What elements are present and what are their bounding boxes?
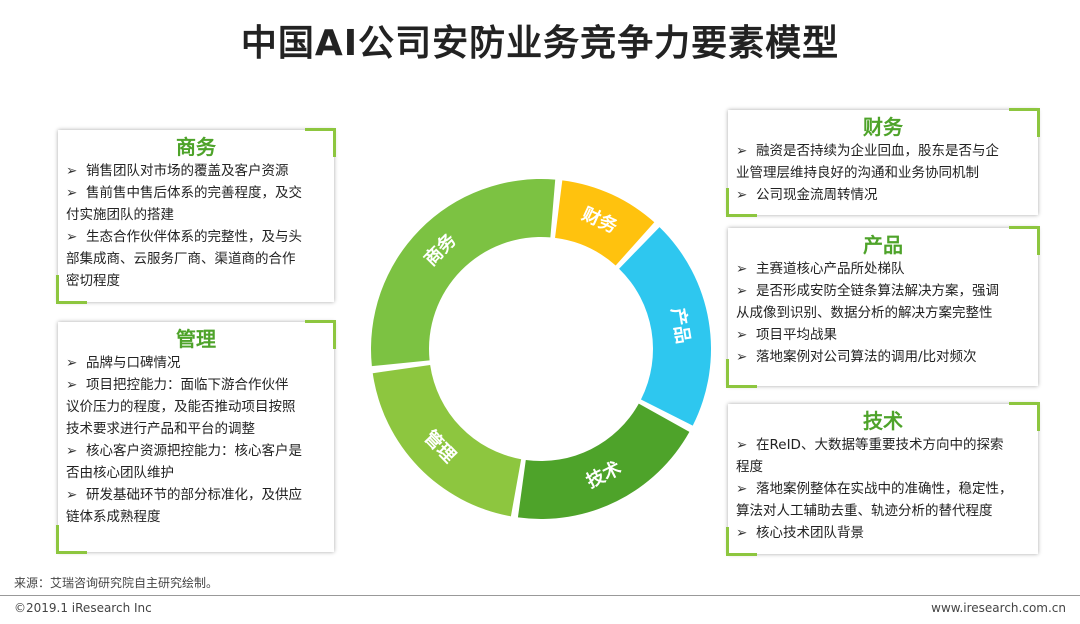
chevron-right-icon: ➢ [736,187,748,203]
donut-segment-2 [619,227,711,426]
corner-accent [1009,108,1040,137]
donut-segment-0 [371,178,556,367]
corner-accent [305,128,336,157]
list-item-cont: 议价压力的程度，及能否推动项目按照 [66,399,296,415]
list-item: ➢ 公司现金流周转情况 [736,184,1030,206]
donut-segment-3 [517,403,690,519]
copyright-text: ©2019.1 iResearch Inc [14,601,152,615]
card-technology-list: ➢ 在ReID、大数据等重要技术方向中的探索 程度 ➢ 落地案例整体在实战中的准确性… [736,434,1030,544]
corner-accent [56,275,87,304]
list-item-cont: 程度 [736,459,763,475]
chevron-right-icon: ➢ [736,261,748,277]
chevron-right-icon: ➢ [736,143,748,159]
list-item: ➢ 落地案例对公司算法的调用/比对频次 [736,346,1030,368]
corner-accent [1009,402,1040,431]
donut-segment-1 [555,180,655,266]
corner-accent [1009,226,1040,255]
card-technology: 技术 ➢ 在ReID、大数据等重要技术方向中的探索 程度 ➢ 落地案例整体在实战中的… [726,402,1040,556]
corner-accent [56,525,87,554]
card-finance-list: ➢ 融资是否持续为企业回血，股东是否与企 业管理层维持良好的沟通和业务协同机制 ➢… [736,140,1030,206]
card-management-list: ➢ 品牌与口碑情况 ➢ 项目把控能力：面临下游合作伙伴 议价压力的程度，及能否推动项… [66,352,326,528]
card-product-list: ➢ 主赛道核心产品所处梯队 ➢ 是否形成安防全链条算法解决方案，强调 从成像到识别、… [736,258,1030,368]
chevron-right-icon: ➢ [66,355,78,371]
card-business: 商务 ➢ 销售团队对市场的覆盖及客户资源 ➢ 售前售中售后体系的完善程度，及交 付实… [56,128,336,304]
list-item-cont: 从成像到识别、数据分析的解决方案完整性 [736,305,993,321]
list-item-cont: 密切程度 [66,273,120,289]
list-item-cont: 算法对人工辅助去重、轨迹分析的替代程度 [736,503,993,519]
corner-accent [726,359,757,388]
list-item-cont: 付实施团队的搭建 [66,207,174,223]
card-business-list: ➢ 销售团队对市场的覆盖及客户资源 ➢ 售前售中售后体系的完善程度，及交 付实施团队… [66,160,326,292]
chevron-right-icon: ➢ [736,327,748,343]
corner-accent [305,320,336,349]
chevron-right-icon: ➢ [66,163,78,179]
card-technology-heading: 技术 [863,409,903,433]
list-item-cont: 链体系成熟程度 [66,509,161,525]
list-item-cont: 业管理层维持良好的沟通和业务协同机制 [736,165,979,181]
page-title: 中国AI公司安防业务竞争力要素模型 [240,23,840,64]
chevron-right-icon: ➢ [66,443,78,459]
footer-divider [0,595,1080,596]
card-management: 管理 ➢ 品牌与口碑情况 ➢ 项目把控能力：面临下游合作伙伴 议价压力的程度，及能否… [56,320,336,554]
list-item: ➢ 项目平均战果 [736,324,1030,346]
website-link[interactable]: www.iresearch.com.cn [931,601,1066,615]
list-item: ➢ 是否形成安防全链条算法解决方案，强调 [736,280,1030,302]
list-item-cont: 否由核心团队维护 [66,465,174,481]
list-item: ➢ 核心客户资源把控能力：核心客户是 [66,440,326,462]
chevron-right-icon: ➢ [66,487,78,503]
list-item: ➢ 主赛道核心产品所处梯队 [736,258,1030,280]
chevron-right-icon: ➢ [736,437,748,453]
source-note: 来源：艾瑞咨询研究院自主研究绘制。 [14,576,219,590]
chevron-right-icon: ➢ [66,377,78,393]
card-product: 产品 ➢ 主赛道核心产品所处梯队 ➢ 是否形成安防全链条算法解决方案，强调 从成像到… [726,226,1040,388]
corner-accent [726,188,757,217]
list-item: ➢ 落地案例整体在实战中的准确性，稳定性， [736,478,1030,500]
list-item: ➢ 融资是否持续为企业回血，股东是否与企 [736,140,1030,162]
list-item-cont: 部集成商、云服务厂商、渠道商的合作 [66,251,296,267]
chevron-right-icon: ➢ [736,283,748,299]
card-finance-heading: 财务 [863,115,903,139]
list-item: ➢ 项目把控能力：面临下游合作伙伴 [66,374,326,396]
card-finance: 财务 ➢ 融资是否持续为企业回血，股东是否与企 业管理层维持良好的沟通和业务协同机… [726,108,1040,217]
list-item-cont: 技术要求进行产品和平台的调整 [66,421,255,437]
list-item: ➢ 销售团队对市场的覆盖及客户资源 [66,160,326,182]
chevron-right-icon: ➢ [736,481,748,497]
chevron-right-icon: ➢ [66,229,78,245]
chevron-right-icon: ➢ [66,185,78,201]
card-business-heading: 商务 [176,135,216,159]
list-item: ➢ 品牌与口碑情况 [66,352,326,374]
card-product-heading: 产品 [863,233,903,257]
chevron-right-icon: ➢ [736,525,748,541]
card-management-heading: 管理 [176,327,216,351]
list-item: ➢ 在ReID、大数据等重要技术方向中的探索 [736,434,1030,456]
donut-segment-4 [372,364,522,517]
chevron-right-icon: ➢ [736,349,748,365]
list-item: ➢ 生态合作伙伴体系的完整性，及与头 [66,226,326,248]
list-item: ➢ 研发基础环节的部分标准化，及供应 [66,484,326,506]
list-item: ➢ 售前售中售后体系的完善程度，及交 [66,182,326,204]
list-item: ➢ 核心技术团队背景 [736,522,1030,544]
corner-accent [726,527,757,556]
